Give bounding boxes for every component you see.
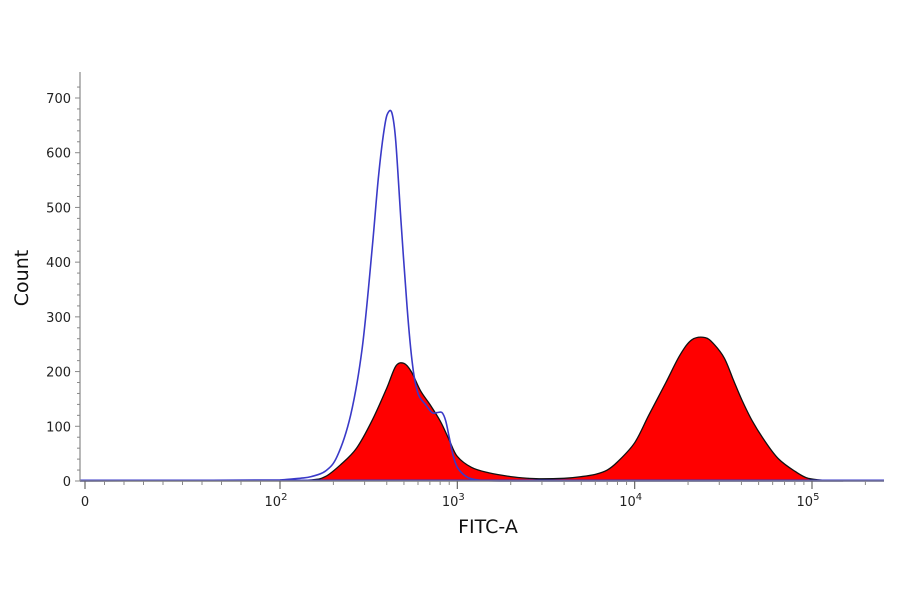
x-tick-label: 102 — [265, 492, 288, 510]
x-axis-title: FITC-A — [458, 516, 518, 538]
y-tick-label: 500 — [46, 201, 71, 216]
y-tick-label: 100 — [46, 420, 71, 435]
y-tick-label: 200 — [46, 366, 71, 381]
x-axis-ticks: 0 102 103 104 105 — [81, 481, 866, 510]
y-tick-label: 600 — [46, 147, 71, 162]
y-tick-label: 0 — [63, 475, 71, 490]
x-tick-label: 103 — [442, 492, 465, 510]
y-tick-label: 300 — [46, 311, 71, 326]
series-layer — [79, 109, 884, 482]
y-tick-label: 700 — [46, 92, 71, 107]
x-tick-label: 105 — [797, 492, 820, 510]
axes-layer: 0 100 200 300 400 500 600 700 0 102 103 104 105 — [46, 72, 884, 510]
y-tick-label: 400 — [46, 256, 71, 271]
y-axis-title: Count — [11, 250, 33, 306]
x-tick-label: 0 — [81, 495, 89, 510]
filled-histogram-series — [80, 336, 844, 482]
outline-histogram-series — [79, 109, 884, 482]
y-axis-ticks: 0 100 200 300 400 500 600 700 — [46, 86, 80, 490]
x-tick-label: 104 — [619, 492, 642, 510]
